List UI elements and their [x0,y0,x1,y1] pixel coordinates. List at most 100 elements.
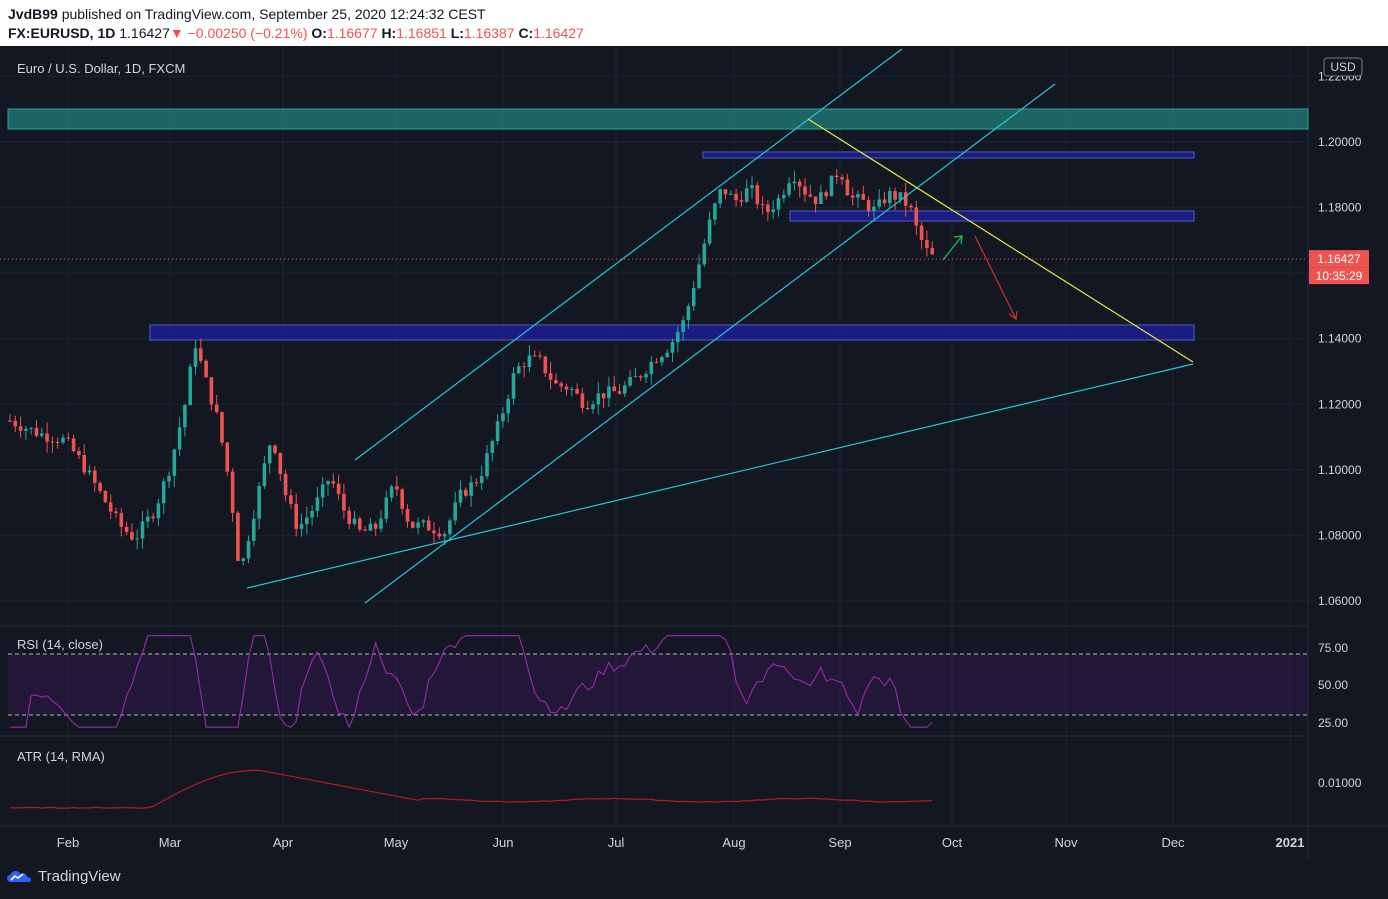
chart-area[interactable]: Euro / U.S. Dollar, 1D, FXCM 1.06000 1.08… [0,46,1388,860]
candle-body [71,438,76,452]
candle-body [464,489,468,496]
candle-body [373,523,378,529]
candle-body [183,405,187,428]
candle-body [543,356,548,374]
rsi-band [8,654,1308,715]
candle-body [840,177,844,180]
candle-body [352,518,357,524]
open-label: O: [311,25,327,41]
candle-body [856,194,860,198]
currency-label: USD [1330,60,1356,74]
channel-upper-line[interactable] [354,48,903,461]
zone-1177[interactable] [789,210,1195,222]
candle-body [82,455,86,473]
candle-body [755,185,760,205]
long-support-line[interactable] [246,363,1194,589]
candle-body [426,520,431,531]
candle-body [479,476,484,483]
candle-body [220,412,224,443]
currency-badge[interactable] [1323,57,1363,77]
resistance-zone-top[interactable] [7,108,1309,130]
candle-body [575,388,579,394]
candle-body [411,521,415,528]
candle-body [246,540,251,559]
rsi-tick-25: 25.00 [1318,716,1348,730]
last-price-tag-text: 1.16427 [1317,252,1361,266]
candle-body [262,463,267,486]
candle-body [729,193,733,195]
candle-body [872,206,876,211]
candle-body [554,379,558,384]
atr-line[interactable] [9,769,933,809]
candle-body [548,373,553,380]
candle-body [845,179,850,196]
candle-body [188,366,192,406]
candle-body [707,219,712,244]
candle-body [119,513,124,527]
candle-body [660,357,664,363]
candle-body [914,207,919,226]
candle-body [490,441,495,454]
candle-body [760,204,765,206]
candle-body [34,427,39,436]
candle-body [585,407,590,410]
candle-body [787,183,791,195]
candle-body [177,427,182,450]
rsi-line[interactable] [10,635,933,729]
price-axis[interactable]: 1.060001.080001.100001.120001.140001.160… [1318,69,1362,608]
candle-body [278,452,283,475]
candle-body [893,191,897,200]
candle-body [638,376,643,378]
candle-body [511,373,516,399]
author[interactable]: JvdB99 [8,6,58,22]
candle-body [723,189,728,195]
candle-body [61,437,65,443]
down-arrow-line[interactable] [974,235,1017,320]
rsi-tick-75: 75.00 [1318,641,1348,655]
candle-body [564,386,569,390]
candle-body [734,193,738,201]
candle-body [204,360,208,378]
zone-1196[interactable] [702,151,1195,159]
countdown-tag [1309,267,1369,285]
candle-body [877,199,881,207]
price-tick-label: 1.14000 [1318,332,1362,346]
candle-body [416,522,420,528]
candle-body [209,377,214,405]
candle-body [294,503,298,529]
up-arrow-line[interactable] [942,235,963,261]
candle-body [782,194,786,199]
rsi-label: RSI (14, close) [17,637,103,652]
high-value: 1.16851 [396,25,447,41]
candle-body [495,421,500,442]
descending-trend-line[interactable] [807,118,1194,363]
candle-body [882,199,887,204]
candle-body [861,194,866,200]
time-tick-label: May [384,835,409,850]
candle-body [501,413,505,422]
candle-body [241,558,245,561]
down-arrow-head-icon [1008,310,1018,321]
candle-body [8,420,12,422]
channel-lower-line[interactable] [364,83,1056,604]
candle-body [368,523,373,531]
candle-body [326,481,330,485]
time-axis[interactable]: Feb Mar Apr May Jun Jul Aug Sep Oct Nov Dec 2021 [57,835,1305,850]
tradingview-logo[interactable]: TradingView [6,868,121,885]
candle-body [146,516,150,522]
zone-1140[interactable] [149,324,1195,341]
candle-body [824,192,828,197]
candle-body [257,485,261,519]
candle-body [156,503,161,519]
rsi-tick-50: 50.00 [1318,678,1348,692]
candle-body [803,186,807,195]
candle-body [331,481,336,484]
quote-line: FX:EURUSD, 1D 1.16427▼ −0.00250 (−0.21%)… [8,25,584,41]
candle-body [336,483,341,494]
close-value: 1.16427 [533,25,584,41]
chart-svg[interactable]: Euro / U.S. Dollar, 1D, FXCM 1.06000 1.08… [0,46,1388,860]
price-tick-label: 1.20000 [1318,135,1362,149]
candle-body [713,203,717,220]
chart-title: Euro / U.S. Dollar, 1D, FXCM [17,61,185,76]
candle-body [697,264,701,289]
